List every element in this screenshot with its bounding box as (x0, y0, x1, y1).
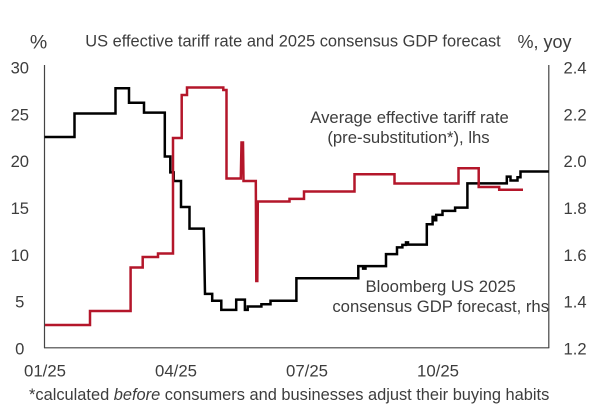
svg-text:30: 30 (11, 59, 29, 78)
svg-text:(pre-substitution*), lhs: (pre-substitution*), lhs (327, 128, 489, 147)
svg-text:20: 20 (11, 152, 29, 171)
svg-text:%, yoy: %, yoy (518, 32, 572, 52)
svg-text:1.6: 1.6 (564, 246, 587, 265)
svg-text:1.8: 1.8 (564, 199, 587, 218)
svg-text:0: 0 (15, 340, 24, 359)
svg-text:%: % (30, 32, 47, 54)
svg-text:Bloomberg US 2025: Bloomberg US 2025 (366, 277, 516, 296)
svg-text:US effective tariff rate and 2: US effective tariff rate and 2025 consen… (85, 33, 501, 51)
svg-text:2.2: 2.2 (564, 105, 587, 124)
svg-text:1.2: 1.2 (564, 340, 587, 359)
svg-text:2.4: 2.4 (564, 59, 587, 78)
svg-text:10: 10 (11, 246, 29, 265)
svg-text:01/25: 01/25 (24, 362, 66, 381)
svg-text:2.0: 2.0 (564, 152, 587, 171)
svg-text:1.4: 1.4 (564, 293, 587, 312)
svg-text:25: 25 (11, 105, 29, 124)
svg-text:consensus GDP forecast, rhs: consensus GDP forecast, rhs (332, 297, 549, 316)
svg-text:5: 5 (15, 293, 24, 312)
svg-text:Average effective tariff rate: Average effective tariff rate (310, 108, 509, 127)
svg-text:*calculated before consumers a: *calculated before consumers and busines… (29, 386, 549, 404)
svg-text:15: 15 (11, 199, 29, 218)
svg-text:10/25: 10/25 (417, 362, 459, 381)
svg-text:07/25: 07/25 (286, 362, 328, 381)
svg-text:04/25: 04/25 (155, 362, 197, 381)
